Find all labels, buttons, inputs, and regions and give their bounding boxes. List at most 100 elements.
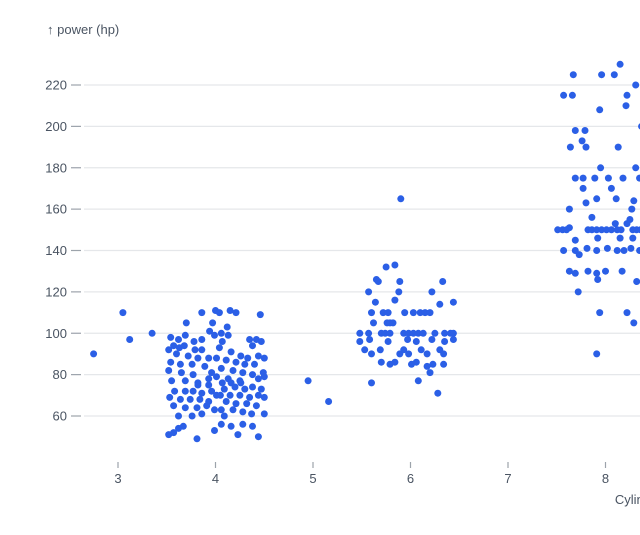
data-point [213,373,220,381]
data-point [374,278,382,285]
data-point [215,344,223,352]
data-point [428,336,436,343]
data-point [254,375,262,383]
data-point [217,364,225,372]
data-point [423,362,431,370]
data-point [167,358,175,366]
data-point [619,174,627,182]
data-point [168,377,176,385]
data-point [593,350,601,358]
data-point [368,350,375,358]
data-point [239,408,247,416]
data-point [571,174,579,182]
data-point [620,247,628,254]
data-point [434,389,442,397]
data-point [571,269,579,277]
data-point [417,346,425,354]
data-point [611,220,619,228]
data-point [401,309,409,317]
data-point [249,383,256,391]
data-point [436,300,444,308]
data-point [208,369,216,377]
data-point [222,398,230,405]
data-point [412,338,420,345]
data-point [356,329,364,337]
data-point [325,398,333,405]
data-point [246,336,254,343]
data-point [194,381,202,389]
data-point [607,226,615,234]
data-point [584,267,592,275]
data-point [249,422,256,430]
data-point [365,329,373,337]
data-point [414,377,422,385]
data-point [260,354,268,362]
data-point [409,329,417,337]
data-point [201,362,209,370]
data-point [439,278,447,285]
data-point [181,331,189,339]
data-point [232,358,240,366]
data-point [588,213,596,221]
data-point [239,369,247,377]
data-point [423,350,431,358]
data-point [254,352,262,360]
data-point [371,298,379,306]
data-point [229,367,237,374]
data-point [181,377,189,385]
data-point [220,385,228,393]
data-point [560,247,568,254]
data-point [189,371,197,379]
data-point [636,174,640,182]
scatter-chart: ↑ power (hp) 60 80 100 120 140 160 180 200 220 3 4… [40,16,640,519]
data-point [571,127,579,134]
data-point [248,410,256,418]
data-point [190,338,198,345]
data-point [181,404,189,412]
data-point [223,323,231,331]
data-point [633,278,640,285]
data-point [148,329,156,337]
data-point [391,296,399,304]
data-point [441,338,449,345]
data-point [602,267,609,275]
data-point [449,329,457,337]
data-point [226,391,234,399]
data-point [637,226,640,234]
data-point [603,226,610,234]
data-point [384,309,392,317]
data-point [217,329,225,337]
data-point [575,251,583,259]
data-point [370,319,377,327]
data-point [578,137,586,145]
data-point [565,224,573,232]
x-tick-label: 8 [602,471,609,486]
data-point [188,412,196,420]
data-point [356,338,364,345]
data-point [216,391,224,399]
data-point [165,431,173,439]
data-point [90,350,98,358]
data-point [260,410,268,418]
data-point [217,420,225,428]
data-point [591,174,599,182]
data-point [630,319,638,327]
data-point [596,309,604,317]
data-point [622,102,630,110]
x-tick-label: 3 [114,471,121,486]
data-point [244,354,252,362]
data-point [569,71,577,79]
data-point [582,199,590,207]
data-point [379,309,387,317]
data-point [166,393,174,401]
y-tick-label: 200 [45,119,67,134]
data-point [368,309,375,317]
data-point [554,226,562,234]
data-point [227,348,235,356]
data-point [629,234,637,242]
data-point [241,360,249,368]
data-point [632,81,640,89]
data-point [377,358,385,366]
data-point [382,263,390,271]
x-tick-label: 7 [504,471,511,486]
